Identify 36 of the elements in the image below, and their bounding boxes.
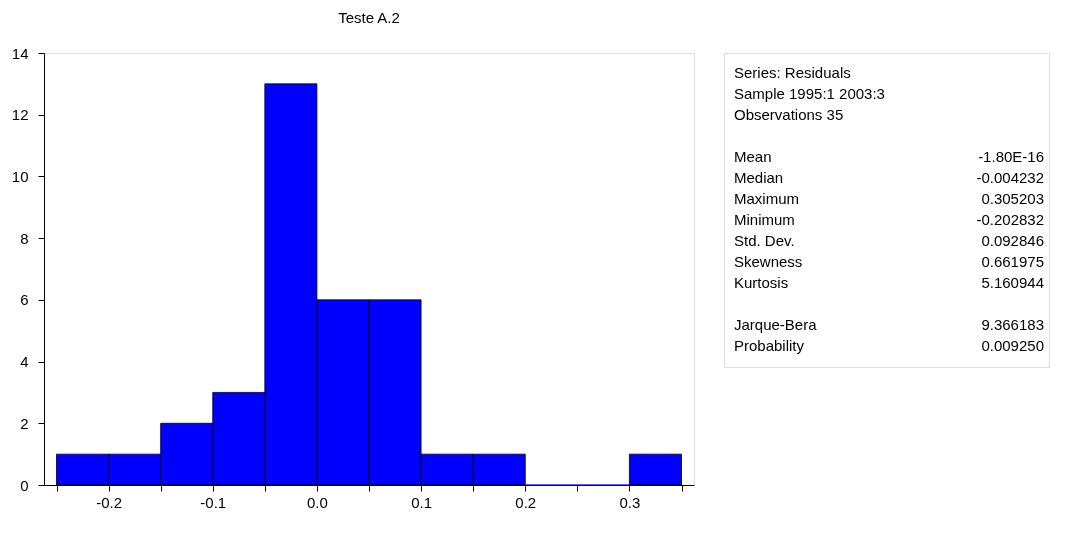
x-tick-label: 0.3	[619, 493, 641, 511]
text: Std. Dev.	[734, 232, 795, 249]
y-tick-label: 12	[11, 106, 29, 124]
text: Kurtosis	[734, 274, 789, 291]
text: Probability	[734, 337, 805, 354]
text: Mean	[734, 148, 772, 165]
y-tick-label: 2	[20, 414, 29, 432]
text: 0.009250	[981, 337, 1044, 354]
text: Series: Residuals	[734, 64, 851, 81]
x-tick-label: 0.2	[515, 493, 537, 511]
y-tick-label: 14	[11, 44, 29, 62]
y-tick-label: 0	[20, 476, 29, 494]
text: 0.661975	[981, 253, 1044, 270]
text: Minimum	[734, 211, 795, 228]
text: Median	[734, 169, 784, 186]
text: 0.305203	[981, 190, 1044, 207]
y-tick-label: 8	[20, 229, 29, 247]
text: Sample 1995:1 2003:3	[734, 85, 885, 102]
y-tick-label: 4	[20, 353, 29, 371]
text: 0.092846	[981, 232, 1044, 249]
y-tick-label: 10	[11, 167, 29, 185]
x-tick-label: 0.1	[411, 493, 433, 511]
y-tick-label: 6	[20, 291, 29, 309]
text: Maximum	[734, 190, 800, 207]
text: 9.366183	[981, 316, 1044, 333]
x-tick-label: -0.2	[96, 493, 123, 511]
chart-title: Teste A.2	[338, 9, 400, 26]
text: Jarque-Bera	[734, 316, 818, 333]
x-tick-label: -0.1	[200, 493, 227, 511]
text: 5.160944	[981, 274, 1044, 291]
text: -0.004232	[976, 169, 1044, 186]
text: -0.202832	[976, 211, 1044, 228]
x-tick-label: 0.0	[306, 493, 328, 511]
text: Skewness	[734, 253, 803, 270]
text: -1.80E-16	[978, 148, 1044, 165]
text: Observations 35	[734, 106, 844, 123]
